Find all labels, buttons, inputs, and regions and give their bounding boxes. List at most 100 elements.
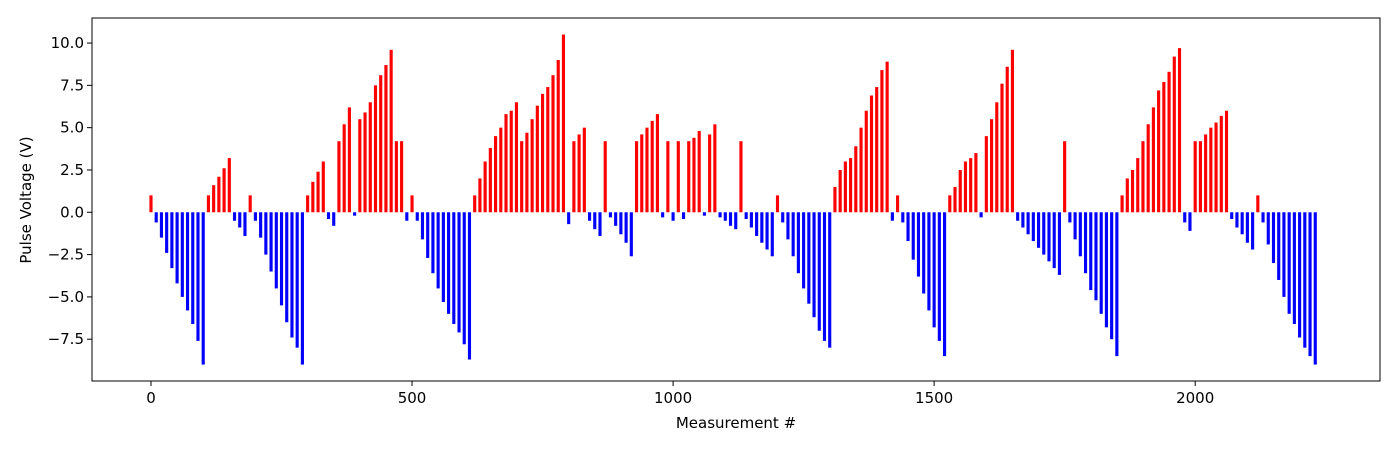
bar bbox=[864, 110, 868, 213]
bar bbox=[306, 195, 310, 213]
bar bbox=[739, 141, 743, 213]
bar bbox=[222, 168, 226, 213]
bar bbox=[201, 212, 205, 365]
bar bbox=[614, 212, 618, 226]
bar bbox=[1240, 212, 1244, 235]
bar bbox=[389, 49, 393, 213]
bar bbox=[384, 65, 388, 213]
bar bbox=[1183, 212, 1187, 223]
bar bbox=[974, 153, 978, 213]
bar bbox=[1235, 212, 1239, 228]
bar bbox=[713, 124, 717, 213]
bar bbox=[765, 212, 769, 250]
bar bbox=[948, 195, 952, 213]
bar bbox=[1266, 212, 1270, 245]
bar bbox=[791, 212, 795, 257]
y-tick-label: −2.5 bbox=[48, 246, 84, 264]
bar bbox=[373, 85, 378, 213]
bar bbox=[394, 141, 398, 213]
plot-frame bbox=[91, 17, 1381, 382]
bar bbox=[1287, 212, 1291, 314]
bar bbox=[290, 212, 294, 338]
bar bbox=[185, 212, 190, 311]
bar bbox=[916, 212, 921, 277]
bar bbox=[1167, 71, 1171, 213]
bar bbox=[405, 212, 409, 221]
bar bbox=[447, 212, 451, 314]
bar bbox=[838, 169, 842, 213]
bar bbox=[232, 212, 237, 221]
bar bbox=[478, 178, 482, 213]
bar bbox=[593, 212, 597, 230]
bar bbox=[1282, 212, 1286, 297]
bar bbox=[457, 212, 461, 333]
y-axis-label: Pulse Voltage (V) bbox=[17, 136, 35, 263]
y-tick-label: −7.5 bbox=[48, 330, 84, 348]
bar bbox=[572, 141, 576, 213]
bar bbox=[937, 212, 941, 341]
bar bbox=[1198, 141, 1202, 213]
bar bbox=[1214, 122, 1218, 213]
bar bbox=[697, 131, 701, 213]
bar bbox=[1261, 212, 1265, 223]
bar bbox=[634, 141, 639, 213]
bar bbox=[494, 136, 498, 213]
bar bbox=[379, 75, 383, 213]
bar bbox=[212, 185, 216, 213]
y-tick-label: 7.5 bbox=[60, 76, 84, 94]
bar bbox=[316, 171, 320, 213]
bar bbox=[1000, 83, 1004, 213]
bar bbox=[337, 141, 341, 213]
bar bbox=[363, 112, 367, 213]
bar bbox=[311, 181, 315, 213]
bar bbox=[1010, 49, 1015, 213]
bar bbox=[561, 34, 566, 213]
x-tick-label: 1500 bbox=[915, 389, 953, 407]
y-tick-label: 0.0 bbox=[60, 203, 84, 221]
bar bbox=[1068, 212, 1072, 223]
bar bbox=[702, 212, 706, 216]
bar bbox=[880, 70, 884, 213]
bar bbox=[1219, 115, 1223, 213]
bar bbox=[170, 212, 174, 269]
y-tick-label: −5.0 bbox=[48, 288, 84, 306]
bar bbox=[807, 212, 811, 304]
bar bbox=[467, 212, 472, 360]
bar bbox=[462, 212, 466, 345]
bar bbox=[833, 186, 837, 213]
bar bbox=[728, 212, 733, 226]
bar bbox=[159, 212, 164, 238]
bar bbox=[321, 161, 325, 213]
x-tick-label: 0 bbox=[146, 389, 156, 407]
bar bbox=[196, 212, 200, 341]
bar bbox=[347, 107, 351, 213]
x-tick-label: 2000 bbox=[1176, 389, 1214, 407]
bar bbox=[885, 61, 889, 213]
bar bbox=[770, 212, 774, 257]
bar bbox=[1209, 127, 1213, 213]
bar bbox=[530, 119, 534, 213]
bar bbox=[1245, 212, 1249, 243]
bar bbox=[520, 141, 524, 213]
bar bbox=[206, 195, 210, 213]
bar bbox=[645, 127, 649, 213]
bar bbox=[901, 212, 905, 223]
bar bbox=[264, 212, 268, 255]
bar bbox=[854, 146, 858, 213]
bar bbox=[441, 212, 445, 302]
bar bbox=[556, 59, 560, 213]
bar bbox=[655, 114, 659, 213]
bar bbox=[1021, 212, 1025, 228]
bar bbox=[342, 124, 346, 213]
bar bbox=[243, 212, 247, 236]
bar bbox=[285, 212, 289, 323]
bar bbox=[1177, 48, 1182, 213]
bar bbox=[692, 137, 696, 213]
bar bbox=[426, 212, 430, 258]
bar bbox=[473, 195, 477, 213]
bar bbox=[598, 212, 602, 236]
bar bbox=[958, 169, 962, 213]
bar bbox=[687, 141, 691, 213]
bar bbox=[984, 136, 988, 213]
